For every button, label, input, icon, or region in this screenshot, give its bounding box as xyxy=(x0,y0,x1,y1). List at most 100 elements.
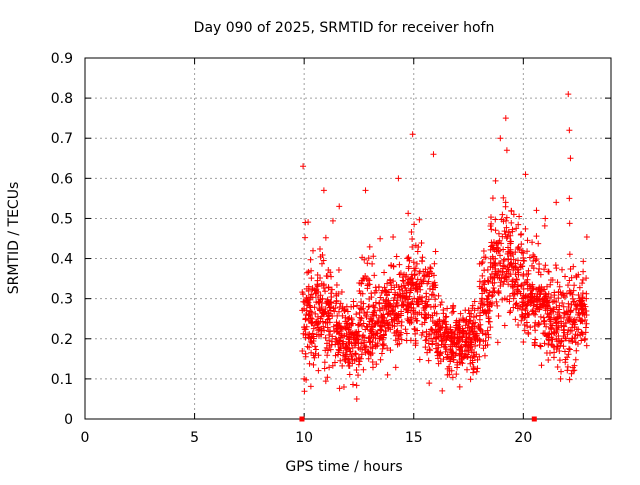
data-point xyxy=(408,314,415,321)
data-point xyxy=(390,297,397,304)
data-point xyxy=(322,334,329,341)
data-point xyxy=(499,233,506,240)
data-point xyxy=(561,348,568,355)
data-point xyxy=(503,296,510,303)
data-point xyxy=(514,283,521,290)
data-point xyxy=(366,327,373,334)
data-point xyxy=(510,256,517,263)
data-point xyxy=(425,357,432,364)
data-point xyxy=(359,254,366,261)
y-tick-label: 0.4 xyxy=(51,252,73,268)
data-point xyxy=(307,335,314,342)
data-point xyxy=(342,343,349,350)
data-point xyxy=(310,325,317,332)
data-point xyxy=(453,371,460,378)
data-point xyxy=(433,310,440,317)
data-point xyxy=(509,277,516,284)
y-tick-label: 0.7 xyxy=(51,131,73,147)
data-point xyxy=(365,255,372,262)
data-point xyxy=(513,225,520,232)
data-point xyxy=(384,345,391,352)
data-point xyxy=(489,195,496,202)
data-point xyxy=(325,298,332,305)
data-point xyxy=(569,321,576,328)
data-point xyxy=(358,280,365,287)
y-tick-label: 0.1 xyxy=(51,372,73,388)
data-point xyxy=(326,337,333,344)
data-point xyxy=(458,343,465,350)
data-point xyxy=(520,338,527,345)
data-point xyxy=(502,199,509,206)
data-point xyxy=(473,313,480,320)
data-point xyxy=(548,276,555,283)
data-point xyxy=(566,314,573,321)
data-point xyxy=(449,305,456,312)
data-point xyxy=(358,351,365,358)
data-point xyxy=(432,296,439,303)
data-point xyxy=(529,239,536,246)
data-point xyxy=(492,216,499,223)
data-point xyxy=(488,220,495,227)
data-point xyxy=(575,292,582,298)
data-point xyxy=(490,244,497,251)
data-point xyxy=(393,314,400,321)
data-point xyxy=(546,350,553,357)
outlier-point xyxy=(557,375,564,382)
data-point xyxy=(400,290,407,297)
data-point xyxy=(419,329,426,336)
data-point xyxy=(434,329,441,336)
data-point xyxy=(465,320,472,327)
data-point xyxy=(353,367,360,374)
data-point xyxy=(542,290,549,297)
data-point xyxy=(566,277,573,284)
data-point xyxy=(358,340,365,347)
outlier-point xyxy=(566,127,573,134)
data-points xyxy=(299,91,590,402)
data-point xyxy=(457,310,464,317)
data-point xyxy=(526,282,533,289)
data-point xyxy=(328,290,335,297)
data-point xyxy=(404,276,411,283)
data-point xyxy=(484,277,491,284)
data-point xyxy=(336,385,343,392)
data-point xyxy=(317,275,324,282)
data-point xyxy=(523,279,530,286)
data-point xyxy=(583,295,590,302)
data-point xyxy=(499,269,506,276)
data-point xyxy=(371,289,378,296)
data-point xyxy=(414,276,421,283)
data-point xyxy=(310,337,317,344)
data-point xyxy=(512,249,519,256)
y-tick-label: 0.8 xyxy=(51,91,73,107)
data-point xyxy=(537,342,544,349)
data-point xyxy=(429,341,436,348)
data-point xyxy=(320,310,327,317)
data-point xyxy=(503,217,510,224)
data-point xyxy=(490,285,497,291)
data-point xyxy=(485,331,492,338)
data-point xyxy=(398,283,405,290)
data-point xyxy=(378,350,385,357)
data-point xyxy=(485,315,492,322)
data-point xyxy=(359,290,366,297)
data-point xyxy=(534,296,541,303)
data-point xyxy=(408,228,415,235)
data-point xyxy=(508,261,515,268)
axis-markers xyxy=(299,416,537,422)
data-point xyxy=(427,347,434,354)
outlier-point xyxy=(565,91,572,98)
data-point xyxy=(495,245,502,252)
data-point xyxy=(492,227,499,234)
data-point xyxy=(299,347,306,354)
data-point xyxy=(505,256,512,263)
data-point xyxy=(447,343,454,350)
data-point xyxy=(509,226,516,233)
data-point xyxy=(545,268,552,275)
data-point xyxy=(512,263,519,270)
data-point xyxy=(416,356,423,363)
data-point xyxy=(363,275,370,282)
data-point xyxy=(322,378,329,385)
outlier-point xyxy=(409,131,416,138)
data-point xyxy=(479,327,486,334)
